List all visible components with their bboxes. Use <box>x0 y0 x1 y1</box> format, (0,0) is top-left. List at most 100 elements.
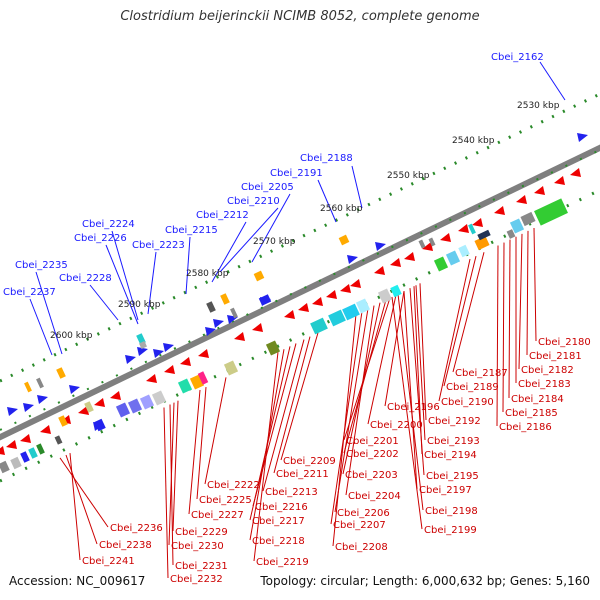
scale-label: 2560 kbp <box>320 204 363 214</box>
forward-cds <box>37 395 48 404</box>
gene-label: Cbei_2216 <box>255 502 308 513</box>
leader-line <box>211 221 247 283</box>
gene-label: Cbei_2241 <box>82 556 135 567</box>
forward-cds <box>125 355 136 364</box>
reverse-cds <box>110 391 121 400</box>
orf-feature <box>433 256 449 272</box>
leader-line <box>539 61 566 101</box>
orf-feature <box>20 451 30 463</box>
leader-line <box>29 298 53 356</box>
gene-label: Cbei_2212 <box>196 210 249 221</box>
gene-label: Cbei_2186 <box>499 422 552 433</box>
gene-label: Cbei_2197 <box>419 485 472 496</box>
gene-label: Cbei_2218 <box>252 536 305 547</box>
leader-line <box>367 294 397 425</box>
forward-cds <box>23 403 34 412</box>
orf-feature <box>56 367 66 379</box>
leader-line <box>188 389 201 515</box>
orf-feature <box>390 284 402 298</box>
gene-label: Cbei_2230 <box>171 541 224 552</box>
leader-line <box>533 228 537 342</box>
reverse-cds <box>404 252 415 261</box>
orf-feature <box>10 456 22 470</box>
orf-feature <box>177 378 193 394</box>
gene-label: Cbei_2182 <box>521 365 574 376</box>
orf-feature <box>428 237 436 247</box>
reverse-cds <box>440 233 451 242</box>
leader-line <box>196 387 207 500</box>
orf-feature <box>151 390 167 406</box>
orf-feature <box>509 218 525 234</box>
orf-feature <box>94 418 106 432</box>
orf-feature <box>418 239 426 249</box>
reverse-cds <box>164 365 175 374</box>
leader-line <box>452 252 485 373</box>
leader-line <box>89 284 119 321</box>
leader-line <box>219 207 279 273</box>
orf-feature <box>54 435 63 445</box>
gene-label: Cbei_2209 <box>283 456 336 467</box>
inner-gene-labels: Cbei_2180 Cbei_2181 Cbei_2182 Cbei_2183 … <box>82 337 591 585</box>
genome-backbone <box>0 144 600 441</box>
gene-label: Cbei_2238 <box>99 540 152 551</box>
gene-label: Cbei_2205 <box>241 182 294 193</box>
reverse-cds <box>20 434 31 443</box>
leader-line <box>330 311 363 525</box>
scale-label: 2550 kbp <box>387 171 430 181</box>
scale-label: 2570 kbp <box>253 237 296 247</box>
reverse-cds <box>326 290 337 299</box>
leader-line <box>334 308 369 513</box>
scale-label: 2600 kbp <box>50 331 93 341</box>
gene-label: Cbei_2187 <box>455 368 508 379</box>
leader-line <box>345 305 375 496</box>
reverse-cds <box>6 440 17 449</box>
reverse-cds <box>554 176 565 185</box>
orf-feature <box>0 460 10 474</box>
gene-label: Cbei_2225 <box>199 495 252 506</box>
orf-feature <box>355 298 371 314</box>
orf-feature <box>253 270 265 282</box>
leader-line <box>397 293 424 511</box>
map-title: Clostridium beijerinckii NCIMB 8052, com… <box>120 9 480 24</box>
reverse-cds <box>284 310 295 319</box>
gene-label: Cbei_2223 <box>132 240 185 251</box>
orf-feature <box>115 402 131 418</box>
forward-cds <box>137 347 148 356</box>
scale-label: 2530 kbp <box>517 101 560 111</box>
gene-label: Cbei_2188 <box>300 153 353 164</box>
leader-line <box>384 290 405 407</box>
orf-feature <box>328 309 346 327</box>
orf-feature <box>36 443 45 455</box>
gene-label: Cbei_2183 <box>518 379 571 390</box>
leader-line <box>409 288 425 476</box>
orf-feature <box>506 229 516 239</box>
gene-label: Cbei_2222 <box>207 480 260 491</box>
reverse-cds <box>180 357 191 366</box>
orf-feature <box>28 447 38 459</box>
reverse-cds <box>458 224 469 233</box>
gene-label: Cbei_2200 <box>370 420 423 431</box>
leader-lines <box>29 61 566 579</box>
accession-text: Accession: NC_009617 <box>9 574 146 588</box>
forward-cds <box>213 319 224 328</box>
gene-label: Cbei_2231 <box>175 561 228 572</box>
reverse-cds <box>252 323 263 332</box>
leader-line <box>317 179 337 223</box>
leader-line <box>502 242 505 413</box>
scale-label: 2590 kbp <box>118 300 161 310</box>
leader-line <box>185 236 191 295</box>
forward-cds <box>153 349 164 358</box>
gene-label: Cbei_2229 <box>175 527 228 538</box>
forward-cds <box>7 407 18 416</box>
orf-feature <box>258 294 272 306</box>
leader-line <box>518 233 523 370</box>
reverse-cds <box>422 242 433 251</box>
gene-label: Cbei_2180 <box>538 337 591 348</box>
orf-feature <box>139 394 155 410</box>
leader-line <box>35 271 63 355</box>
gene-label: Cbei_2232 <box>170 574 223 585</box>
leader-line <box>253 352 279 562</box>
reverse-cds <box>390 258 401 267</box>
leader-line <box>438 258 471 402</box>
leader-line <box>419 283 427 421</box>
